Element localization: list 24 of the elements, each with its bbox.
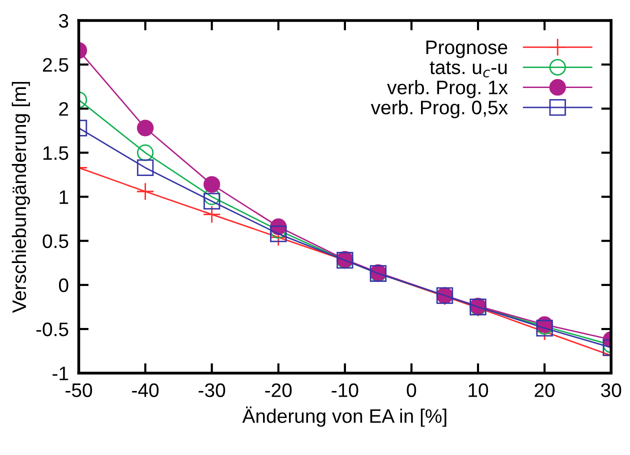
y-tick-label: -1 — [52, 366, 68, 380]
legend-label: tats. u$_{c}$-u — [430, 61, 507, 78]
y-tick-label: 0.5 — [42, 234, 68, 248]
y-tick-label: -0.5 — [36, 322, 68, 336]
y-tick-label: 2.5 — [42, 58, 68, 72]
x-axis-title: Änderung von EA in [%] — [242, 406, 446, 427]
y-tick-label: 1 — [60, 190, 68, 204]
y-tick-label: 2 — [59, 102, 68, 116]
x-tick-label: 10 — [468, 383, 488, 398]
legend-label: Prognose — [426, 40, 508, 58]
x-tick-label: -40 — [132, 383, 159, 398]
x-tick-label: 30 — [601, 383, 622, 398]
y-tick-label: 3 — [58, 14, 68, 28]
y-tick-label: 0 — [58, 278, 68, 292]
y-axis-title: Verschiebungänderung [m] — [12, 82, 30, 313]
x-tick-label: 20 — [534, 383, 555, 398]
x-tick-label: -20 — [265, 383, 292, 398]
x-tick-label: -50 — [66, 383, 92, 398]
x-tick-label: 0 — [406, 383, 416, 398]
legend-label: verb. Prog. 0,5x — [370, 100, 508, 118]
x-tick-label: -10 — [332, 383, 358, 398]
x-tick-label: -30 — [198, 383, 226, 398]
y-tick-label: 1.5 — [43, 146, 68, 160]
legend-label: verb. Prog. 1x — [387, 80, 508, 98]
